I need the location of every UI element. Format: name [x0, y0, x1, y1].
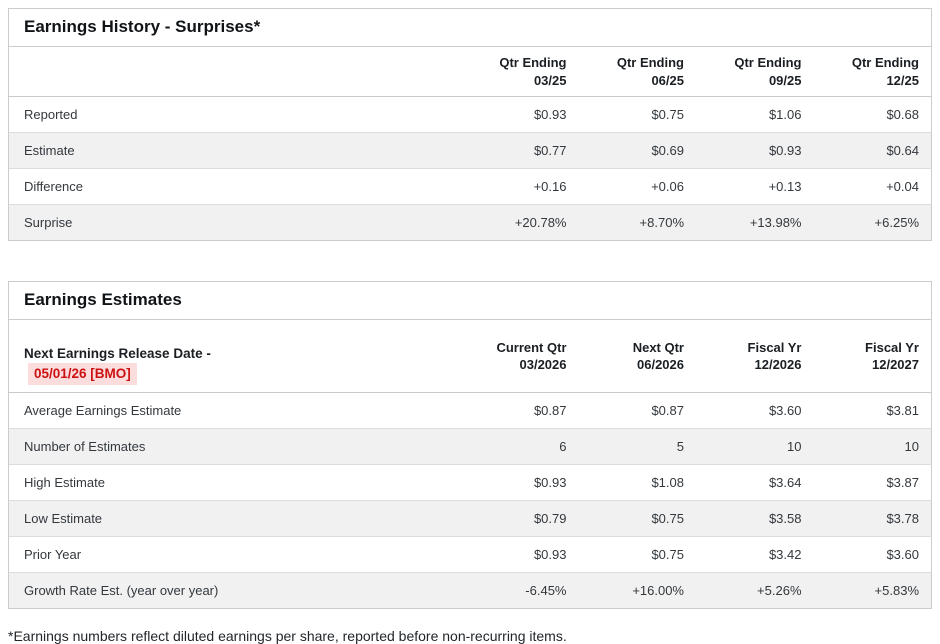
cell-value: 10 — [787, 439, 802, 455]
earnings-estimates-title: Earnings Estimates — [9, 282, 931, 321]
cell-value: $0.93 — [533, 475, 567, 491]
cell-value: $0.93 — [768, 143, 802, 159]
cell-value: $0.77 — [533, 143, 567, 159]
row-label: Average Earnings Estimate — [24, 403, 182, 419]
row-label: Number of Estimates — [24, 439, 146, 455]
row-label: Difference — [24, 179, 84, 195]
table-row-high-estimate: High Estimate $0.93 $1.08 $3.64 $3.87 — [9, 465, 931, 501]
cell-value: $0.75 — [651, 107, 684, 123]
cell-value-positive: +16.00% — [632, 583, 684, 599]
estimates-header-fiscal-yr-2: Fiscal Yr 12/2027 — [813, 320, 931, 394]
cell-value: $3.81 — [886, 403, 919, 419]
earnings-history-table: Qtr Ending 03/25 Qtr Ending 06/25 Qtr En… — [9, 47, 931, 241]
history-header-qtr-3: Qtr Ending 09/25 — [696, 47, 814, 98]
row-label: Surprise — [24, 215, 73, 231]
release-date-badge: 05/01/26 [BMO] — [28, 362, 137, 386]
cell-value: $0.64 — [886, 143, 919, 159]
row-label: Reported — [24, 107, 78, 123]
history-header-qtr-2: Qtr Ending 06/25 — [578, 47, 696, 98]
cell-value: $3.60 — [768, 403, 802, 419]
table-row-low-estimate: Low Estimate $0.79 $0.75 $3.58 $3.78 — [9, 500, 931, 537]
cell-value-positive: +5.26% — [757, 583, 802, 599]
cell-value: $1.06 — [768, 107, 802, 123]
cell-value: $3.60 — [886, 547, 919, 563]
cell-value: $0.79 — [533, 511, 567, 527]
cell-value: $3.64 — [768, 475, 802, 491]
cell-value: 10 — [904, 439, 919, 455]
cell-value-positive: +0.06 — [651, 179, 684, 195]
cell-value: $0.75 — [651, 511, 684, 527]
table-row-estimate: Estimate $0.77 $0.69 $0.93 $0.64 — [9, 132, 931, 169]
estimates-header-next-qtr: Next Qtr 06/2026 — [578, 320, 696, 394]
table-row-growth-rate: Growth Rate Est. (year over year) -6.45%… — [9, 572, 931, 609]
cell-value-positive: +0.16 — [533, 179, 567, 195]
cell-value: $3.87 — [886, 475, 919, 491]
cell-value: $3.78 — [886, 511, 919, 527]
estimates-header-fiscal-yr-1: Fiscal Yr 12/2026 — [696, 320, 814, 394]
row-label: Low Estimate — [24, 511, 103, 527]
next-earnings-release: Next Earnings Release Date - 05/01/26 [B… — [9, 320, 461, 394]
table-row-difference: Difference +0.16 +0.06 +0.13 +0.04 — [9, 169, 931, 205]
cell-value-positive: +13.98% — [749, 215, 802, 231]
earnings-history-header-row: Qtr Ending 03/25 Qtr Ending 06/25 Qtr En… — [9, 47, 931, 98]
earnings-history-card: Earnings History - Surprises* Qtr Ending… — [8, 8, 932, 242]
cell-value: $0.93 — [533, 107, 567, 123]
earnings-history-title: Earnings History - Surprises* — [9, 9, 931, 47]
table-row-surprise: Surprise +20.78% +8.70% +13.98% +6.25% — [9, 204, 931, 241]
cell-value-positive: +0.13 — [768, 179, 802, 195]
cell-value: $3.42 — [768, 547, 802, 563]
table-row-number-of-estimates: Number of Estimates 6 5 10 10 — [9, 428, 931, 465]
cell-value: $0.68 — [886, 107, 919, 123]
history-header-empty — [9, 47, 461, 98]
estimates-header-current-qtr: Current Qtr 03/2026 — [461, 320, 579, 394]
earnings-estimates-table: Next Earnings Release Date - 05/01/26 [B… — [9, 320, 931, 609]
earnings-estimates-header-row: Next Earnings Release Date - 05/01/26 [B… — [9, 320, 931, 394]
table-row-prior-year: Prior Year $0.93 $0.75 $3.42 $3.60 — [9, 537, 931, 573]
history-header-qtr-1: Qtr Ending 03/25 — [461, 47, 579, 98]
row-label: Estimate — [24, 143, 75, 159]
cell-value-positive: +5.83% — [874, 583, 919, 599]
cell-value: $0.87 — [533, 403, 567, 419]
cell-value-positive: +8.70% — [639, 215, 684, 231]
cell-value: $0.87 — [651, 403, 684, 419]
cell-value: $1.08 — [651, 475, 684, 491]
cell-value: $3.58 — [768, 511, 802, 527]
earnings-footnote: *Earnings numbers reflect diluted earnin… — [8, 628, 567, 644]
table-row-reported: Reported $0.93 $0.75 $1.06 $0.68 — [9, 97, 931, 133]
release-date-label: Next Earnings Release Date - — [24, 345, 211, 361]
cell-value-positive: +20.78% — [514, 215, 567, 231]
cell-value-negative: -6.45% — [525, 583, 567, 599]
cell-value: $0.93 — [533, 547, 567, 563]
history-header-qtr-4: Qtr Ending 12/25 — [813, 47, 931, 98]
cell-value: 6 — [559, 439, 567, 455]
cell-value: $0.69 — [651, 143, 684, 159]
cell-value-positive: +6.25% — [874, 215, 919, 231]
cell-value-positive: +0.04 — [886, 179, 919, 195]
row-label: High Estimate — [24, 475, 105, 491]
earnings-page: Earnings History - Surprises* Qtr Ending… — [8, 8, 932, 644]
row-label: Growth Rate Est. (year over year) — [24, 583, 219, 599]
cell-value: $0.75 — [651, 547, 684, 563]
cell-value: 5 — [676, 439, 684, 455]
earnings-estimates-card: Earnings Estimates Next Earnings Release… — [8, 281, 932, 610]
table-row-average-estimate: Average Earnings Estimate $0.87 $0.87 $3… — [9, 393, 931, 429]
row-label: Prior Year — [24, 547, 82, 563]
